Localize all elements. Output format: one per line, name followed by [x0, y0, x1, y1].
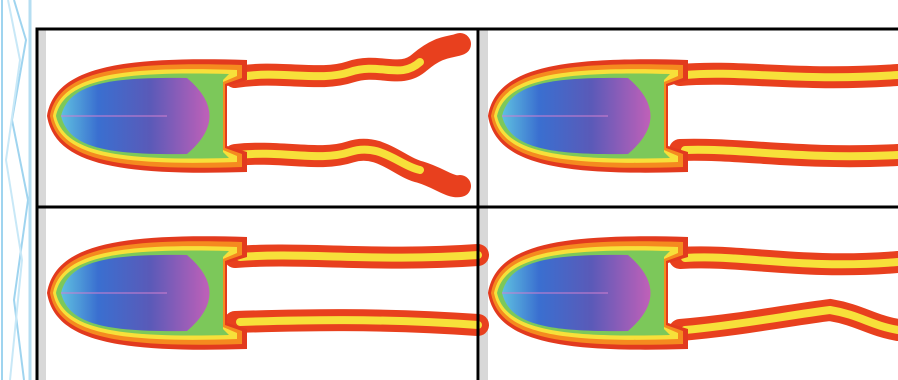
shape	[488, 236, 688, 349]
strip	[38, 30, 46, 380]
screenshot	[0, 0, 898, 380]
decoration	[2, 0, 30, 380]
page: {}	[0, 0, 898, 380]
shape	[488, 59, 688, 172]
shape	[47, 59, 247, 172]
shape	[47, 236, 247, 349]
